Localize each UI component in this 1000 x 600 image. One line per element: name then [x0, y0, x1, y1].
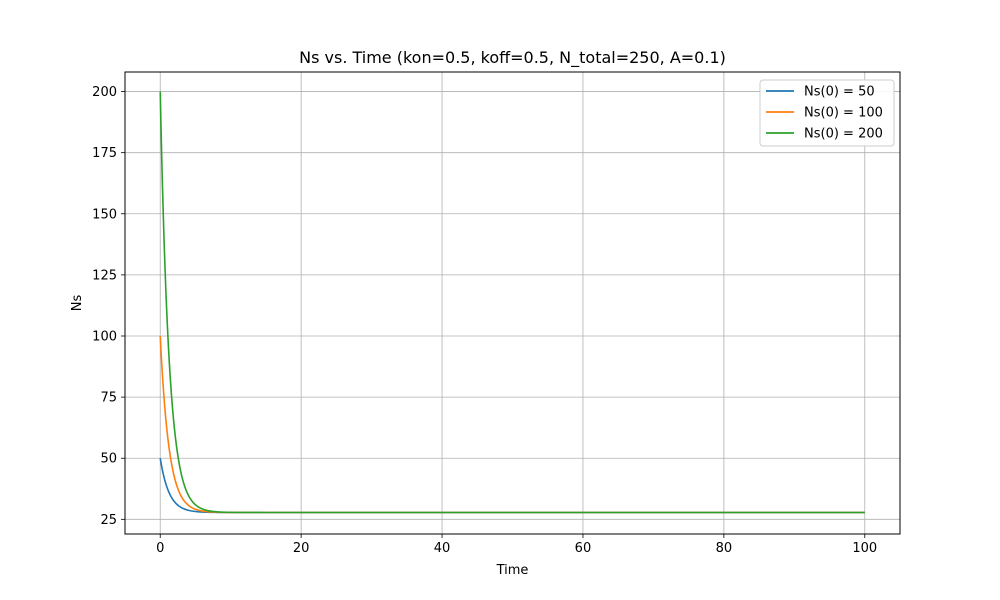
- grid: [125, 72, 900, 534]
- y-tick-label: 100: [92, 330, 117, 345]
- x-tick-label: 20: [293, 541, 310, 556]
- legend-label: Ns(0) = 100: [804, 106, 883, 121]
- x-axis-ticks: 0 20 40 60 80 100: [156, 534, 877, 556]
- y-tick-label: 150: [92, 207, 117, 222]
- y-tick-label: 125: [92, 268, 117, 283]
- y-tick-label: 50: [100, 452, 117, 467]
- x-tick-label: 0: [156, 541, 164, 556]
- legend-box: [759, 79, 895, 147]
- x-tick-label: 40: [434, 541, 451, 556]
- legend: Ns(0) = 50 Ns(0) = 100 Ns(0) = 200: [759, 79, 895, 147]
- y-axis-ticks: 25 50 75 100 125 150 175 200: [92, 85, 125, 528]
- x-tick-label: 60: [575, 541, 592, 556]
- legend-label: Ns(0) = 50: [804, 85, 875, 100]
- chart-title: Ns vs. Time (kon=0.5, koff=0.5, N_total=…: [299, 48, 726, 68]
- y-axis-label: Ns: [70, 295, 85, 312]
- y-tick-label: 75: [100, 391, 117, 406]
- x-tick-label: 80: [716, 541, 733, 556]
- y-tick-label: 175: [92, 146, 117, 161]
- series-lines: [159, 91, 865, 514]
- x-axis-label: Time: [496, 563, 529, 578]
- series-line: [159, 91, 865, 514]
- legend-label: Ns(0) = 200: [804, 127, 883, 142]
- y-tick-label: 200: [92, 85, 117, 100]
- y-tick-label: 25: [100, 513, 117, 528]
- plot-frame: [124, 71, 901, 535]
- x-tick-label: 100: [852, 541, 877, 556]
